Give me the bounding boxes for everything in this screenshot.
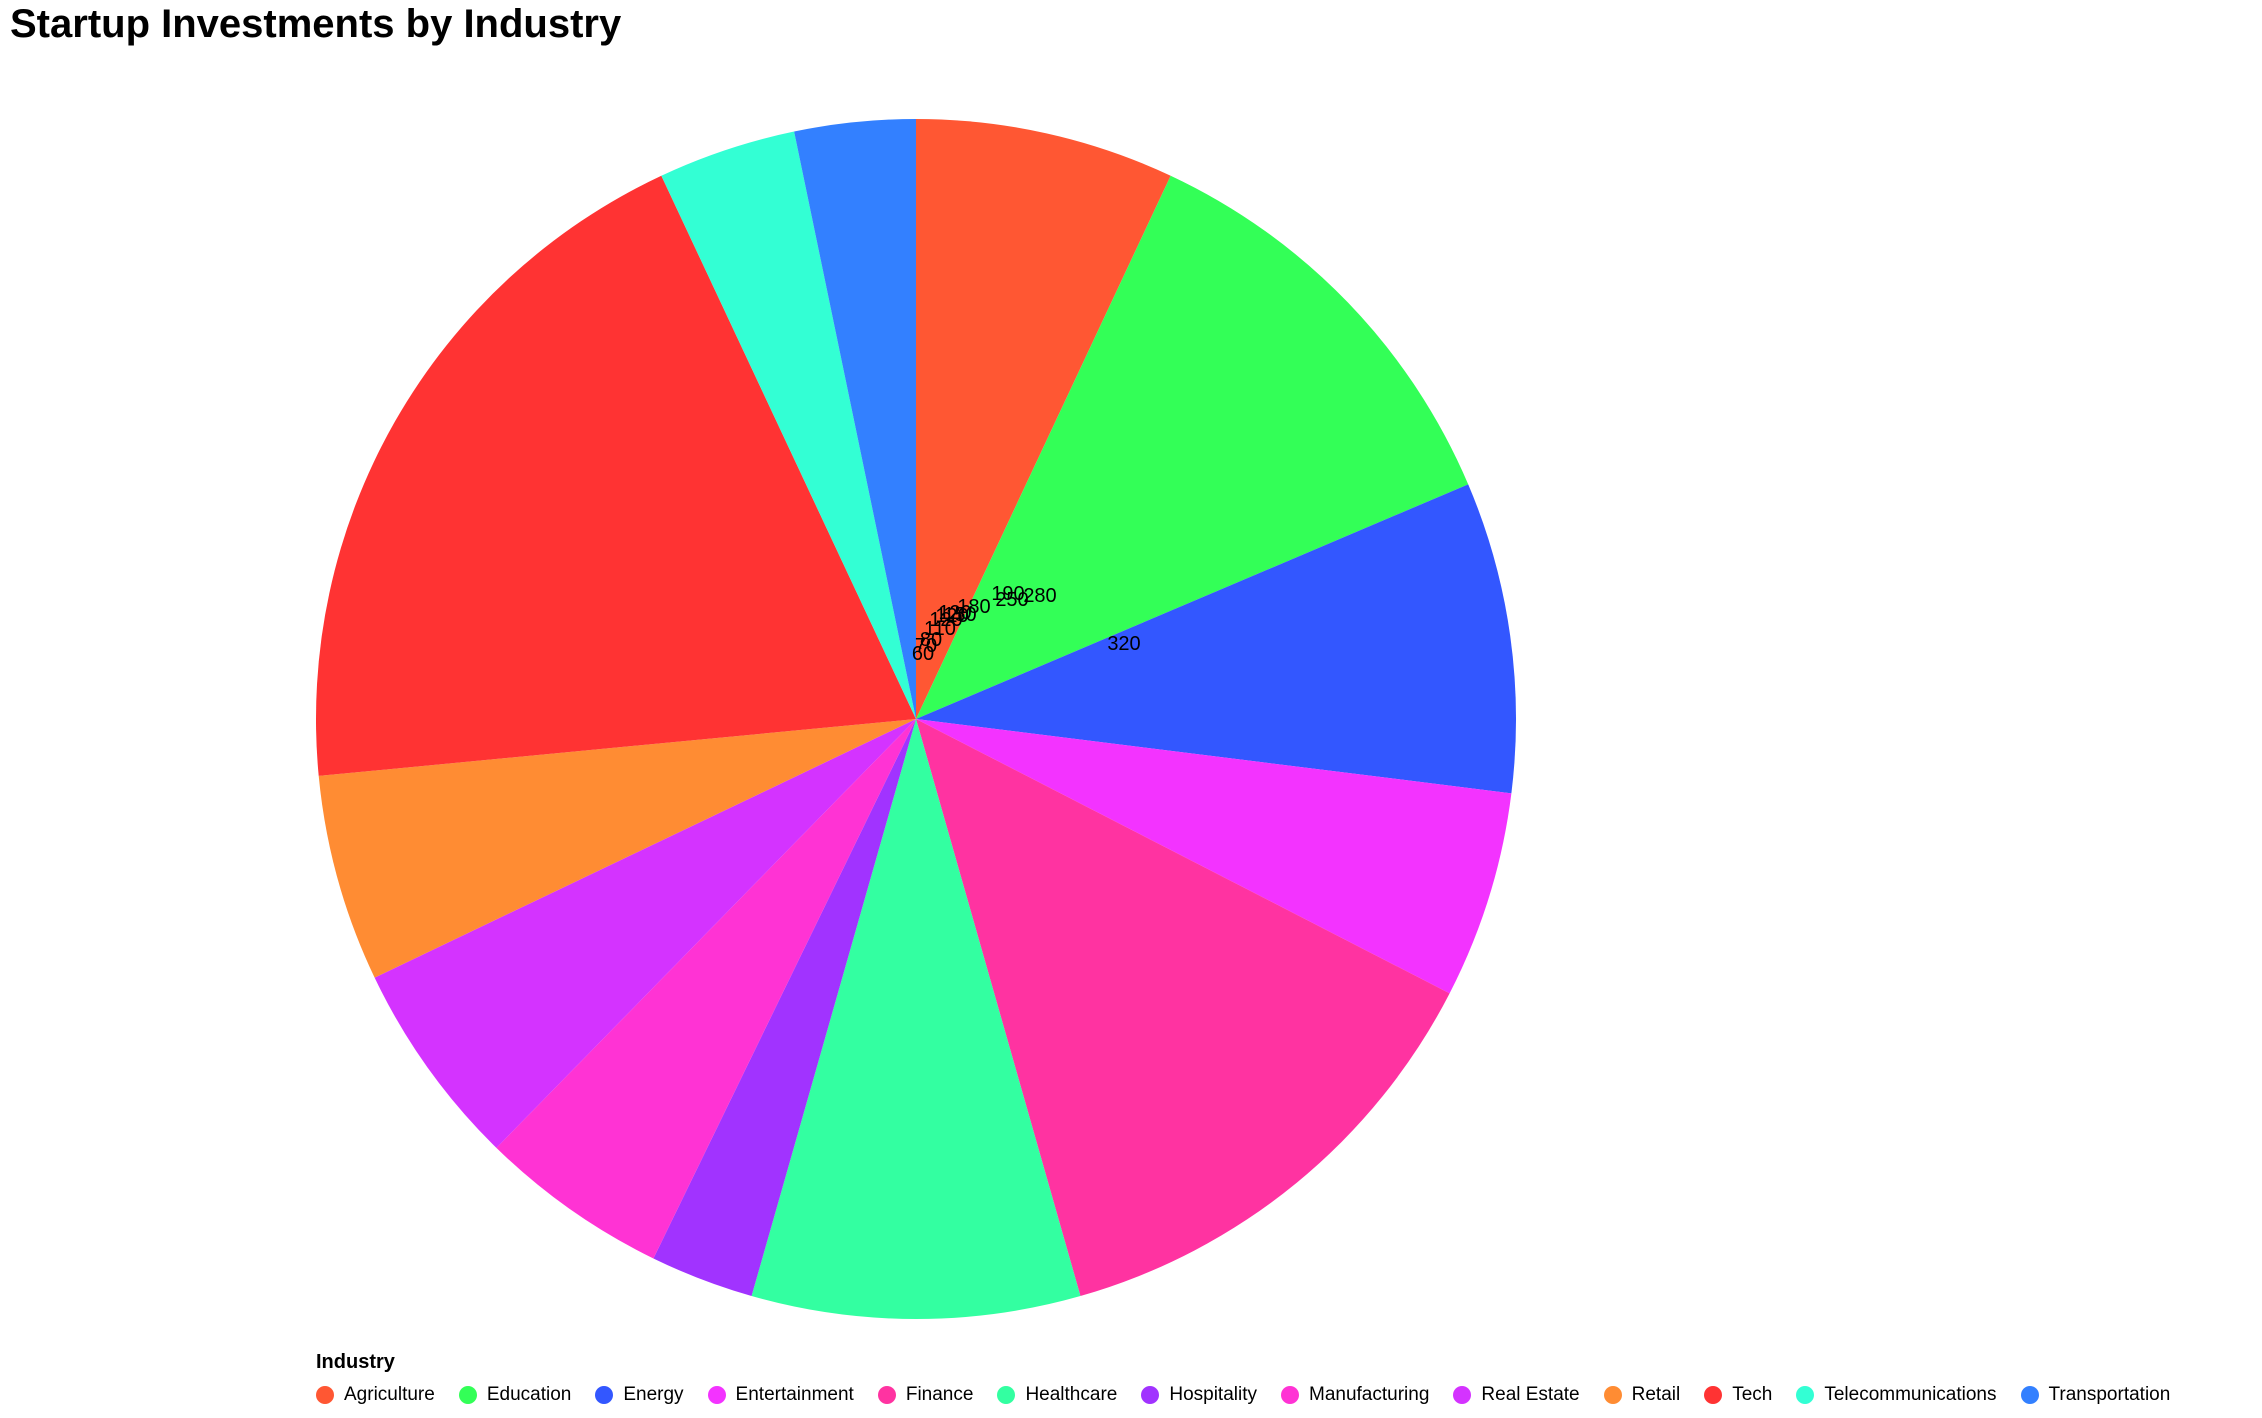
legend-label: Finance <box>905 1384 974 1405</box>
legend-swatch <box>1603 1386 1622 1404</box>
legend-title: Industry <box>316 1351 395 1373</box>
legend-item[interactable]: Hospitality <box>1141 1384 1257 1406</box>
pie-slice-telecommunications[interactable] <box>661 131 916 719</box>
data-label: 110 <box>924 618 956 640</box>
pie-slice-entertainment[interactable] <box>916 719 1512 994</box>
legend-label: Healthcare <box>1025 1384 1118 1405</box>
data-label: 120 <box>938 602 971 624</box>
legend-label: Entertainment <box>735 1384 854 1405</box>
pie-slice-hospitality[interactable] <box>653 719 916 1297</box>
pie-slice-tech[interactable] <box>315 175 917 776</box>
legend-items: Agriculture Education Energy Entertainment F… <box>316 1384 2194 1406</box>
legend-swatch <box>1141 1386 1160 1404</box>
chart-title: Startup Investments by Industry <box>10 2 622 46</box>
pie-slice-healthcare[interactable] <box>751 719 1081 1319</box>
data-label: 60 <box>912 643 934 665</box>
legend-item[interactable]: Manufacturing <box>1281 1384 1429 1406</box>
legend-swatch <box>316 1386 334 1404</box>
data-label: 120 <box>929 609 962 631</box>
legend-swatch <box>1453 1386 1472 1404</box>
legend-item[interactable]: Agriculture <box>316 1384 435 1406</box>
data-label: 280 <box>1023 585 1056 607</box>
data-label: 150 <box>943 604 976 626</box>
legend-label: Hospitality <box>1169 1384 1257 1405</box>
legend-swatch <box>595 1386 614 1404</box>
legend-label: Retail <box>1631 1384 1681 1405</box>
data-label: 180 <box>957 596 990 618</box>
legend-swatch <box>458 1386 477 1404</box>
data-label: 120 <box>935 605 968 627</box>
data-label: 70 <box>915 635 937 657</box>
data-label: 320 <box>1107 633 1140 655</box>
legend-item[interactable]: Retail <box>1603 1384 1681 1406</box>
legend-swatch <box>997 1386 1016 1404</box>
data-label: 80 <box>920 629 942 651</box>
legend-label: Tech <box>1732 1384 1773 1405</box>
pie-slices <box>315 119 1517 1319</box>
pie-slice-agriculture[interactable] <box>916 119 1171 719</box>
legend-label: Energy <box>623 1384 684 1405</box>
pie-slice-manufacturing[interactable] <box>496 719 916 1259</box>
legend-item[interactable]: Telecommunications <box>1796 1384 1997 1406</box>
legend-label: Agriculture <box>344 1384 435 1405</box>
legend-item[interactable]: Transportation <box>2020 1384 2171 1406</box>
legend-swatch <box>707 1386 726 1404</box>
legend-label: Telecommunications <box>1824 1384 1997 1405</box>
legend-item[interactable]: Education <box>458 1384 572 1406</box>
data-label: 190 <box>991 583 1024 605</box>
legend-label: Education <box>486 1384 572 1405</box>
legend-item[interactable]: Energy <box>595 1384 684 1406</box>
pie-slice-transportation[interactable] <box>794 119 916 719</box>
legend-swatch <box>1281 1386 1299 1404</box>
pie-slice-retail[interactable] <box>318 719 916 978</box>
legend-label: Real Estate <box>1481 1384 1580 1405</box>
legend-item[interactable]: Tech <box>1704 1384 1772 1406</box>
legend: Industry Agriculture Education Energy Enter… <box>316 1351 2194 1406</box>
legend-swatch <box>877 1386 896 1404</box>
legend-swatch <box>2020 1386 2039 1404</box>
legend-swatch <box>1704 1386 1723 1404</box>
pie-slice-education[interactable] <box>916 175 1469 720</box>
legend-item[interactable]: Real Estate <box>1453 1384 1580 1406</box>
data-label: 250 <box>995 589 1028 611</box>
legend-swatch <box>1796 1386 1815 1404</box>
pie-slice-energy[interactable] <box>916 484 1517 794</box>
legend-item[interactable]: Healthcare <box>997 1384 1117 1406</box>
legend-item[interactable]: Finance <box>877 1384 974 1406</box>
legend-label: Transportation <box>2048 1384 2171 1405</box>
legend-item[interactable]: Entertainment <box>707 1384 854 1406</box>
legend-label: Manufacturing <box>1309 1384 1430 1405</box>
pie-slice-finance[interactable] <box>916 719 1450 1297</box>
pie-slice-real-estate[interactable] <box>374 719 916 1148</box>
